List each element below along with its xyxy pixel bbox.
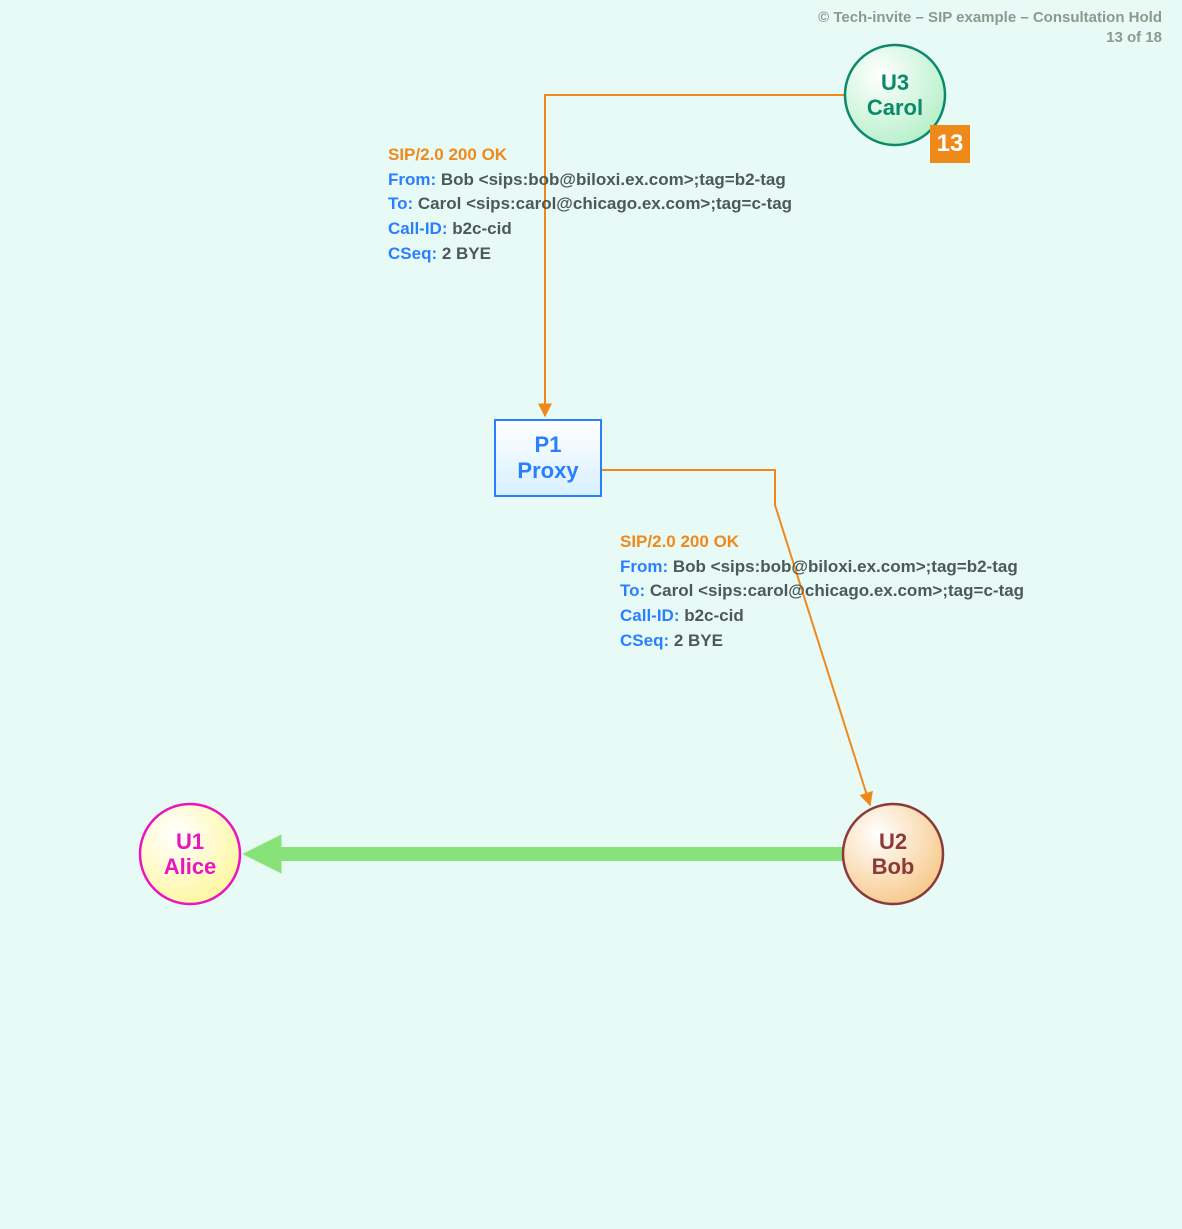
node-u2: U2 Bob — [843, 804, 943, 904]
sip-message-2-cseq: CSeq: 2 BYE — [620, 629, 1024, 654]
node-u2-id: U2 — [879, 829, 907, 854]
sip-message-2: SIP/2.0 200 OK From: Bob <sips:bob@bilox… — [620, 530, 1024, 653]
node-p1-name: Proxy — [517, 458, 578, 484]
sip-message-1-callid: Call-ID: b2c-cid — [388, 217, 792, 242]
step-badge: 13 — [930, 125, 970, 163]
sip-message-1-to: To: Carol <sips:carol@chicago.ex.com>;ta… — [388, 192, 792, 217]
step-badge-text: 13 — [937, 130, 964, 158]
sip-message-1-status: SIP/2.0 200 OK — [388, 143, 792, 168]
header-line2: 13 of 18 — [818, 28, 1162, 48]
node-p1-id: P1 — [535, 432, 562, 458]
node-u1-name: Alice — [164, 854, 217, 879]
sip-message-1: SIP/2.0 200 OK From: Bob <sips:bob@bilox… — [388, 143, 792, 266]
sip-message-2-to: To: Carol <sips:carol@chicago.ex.com>;ta… — [620, 579, 1024, 604]
sip-message-2-status: SIP/2.0 200 OK — [620, 530, 1024, 555]
node-u3-name: Carol — [867, 95, 923, 120]
header-line1: © Tech-invite – SIP example – Consultati… — [818, 8, 1162, 28]
node-u2-name: Bob — [872, 854, 915, 879]
sip-message-2-callid: Call-ID: b2c-cid — [620, 604, 1024, 629]
sip-message-1-from: From: Bob <sips:bob@biloxi.ex.com>;tag=b… — [388, 168, 792, 193]
node-u1-id: U1 — [176, 829, 204, 854]
sip-message-1-cseq: CSeq: 2 BYE — [388, 242, 792, 267]
node-p1: P1 Proxy — [494, 419, 602, 497]
sip-message-2-from: From: Bob <sips:bob@biloxi.ex.com>;tag=b… — [620, 555, 1024, 580]
header: © Tech-invite – SIP example – Consultati… — [818, 8, 1162, 47]
node-u3-id: U3 — [881, 70, 909, 95]
node-u1: U1 Alice — [140, 804, 240, 904]
